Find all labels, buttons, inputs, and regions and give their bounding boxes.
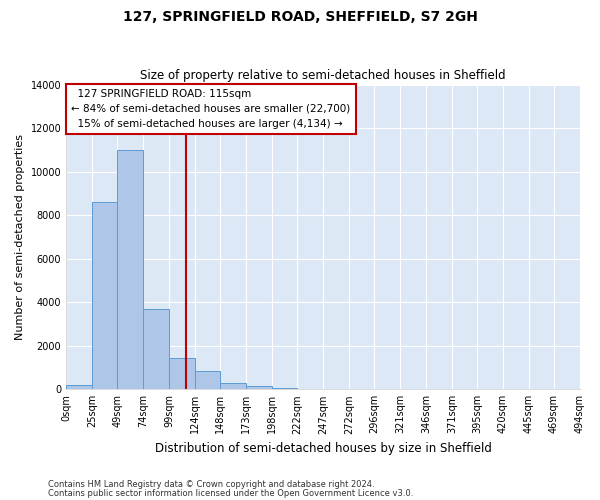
Text: Contains HM Land Registry data © Crown copyright and database right 2024.: Contains HM Land Registry data © Crown c… bbox=[48, 480, 374, 489]
Bar bbox=[246, 386, 272, 390]
Y-axis label: Number of semi-detached properties: Number of semi-detached properties bbox=[15, 134, 25, 340]
Bar bbox=[143, 309, 169, 390]
Bar bbox=[169, 358, 195, 390]
Bar bbox=[195, 371, 220, 390]
Bar bbox=[117, 150, 143, 390]
Title: Size of property relative to semi-detached houses in Sheffield: Size of property relative to semi-detach… bbox=[140, 69, 506, 82]
X-axis label: Distribution of semi-detached houses by size in Sheffield: Distribution of semi-detached houses by … bbox=[155, 442, 491, 455]
Bar bbox=[220, 384, 246, 390]
Text: 127, SPRINGFIELD ROAD, SHEFFIELD, S7 2GH: 127, SPRINGFIELD ROAD, SHEFFIELD, S7 2GH bbox=[122, 10, 478, 24]
Bar bbox=[272, 388, 297, 390]
Text: 127 SPRINGFIELD ROAD: 115sqm
← 84% of semi-detached houses are smaller (22,700)
: 127 SPRINGFIELD ROAD: 115sqm ← 84% of se… bbox=[71, 89, 350, 128]
Text: Contains public sector information licensed under the Open Government Licence v3: Contains public sector information licen… bbox=[48, 489, 413, 498]
Bar bbox=[66, 385, 92, 390]
Bar bbox=[92, 202, 117, 390]
